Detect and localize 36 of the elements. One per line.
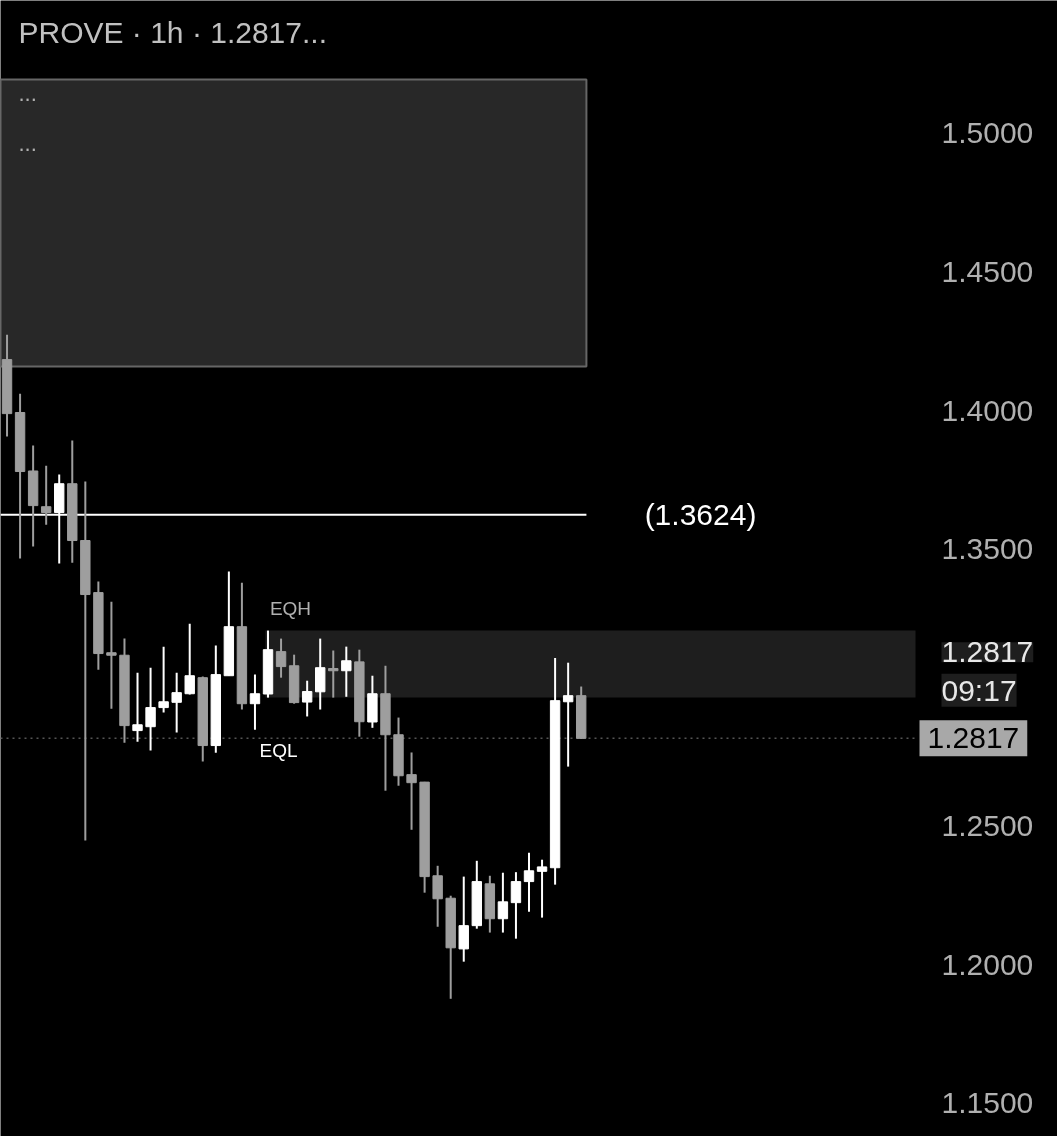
candlestick — [171, 671, 182, 734]
annotation: EQH — [269, 597, 312, 619]
candlestick — [275, 637, 287, 679]
candlestick — [562, 661, 574, 768]
y-tick-label: 1.4000 — [941, 393, 1034, 427]
candlestick — [458, 875, 469, 963]
candlestick — [158, 645, 169, 714]
candlestick — [132, 671, 143, 743]
annotation: 09:17 — [941, 673, 1017, 707]
y-tick-label: 1.2000 — [941, 947, 1034, 981]
ref-line-label: (1.3624) — [644, 498, 757, 532]
y-tick-label: 1.5000 — [941, 116, 1034, 150]
candlestick — [523, 851, 535, 913]
candlestick — [106, 600, 117, 710]
candlestick — [301, 679, 313, 718]
annotation: ... — [18, 131, 37, 157]
y-tick-label: 1.2500 — [941, 809, 1034, 843]
ref-line-label: 1.2817 — [927, 721, 1020, 755]
candlestick — [406, 751, 417, 831]
candlestick — [536, 858, 548, 919]
candlestick — [432, 864, 443, 928]
text: PROVE · 1h · 1.2817... — [18, 15, 327, 49]
candlestick — [184, 622, 195, 696]
candlestick — [145, 666, 156, 752]
band-label: ... — [18, 81, 37, 107]
annotation: EQL — [259, 739, 298, 761]
candlestick — [510, 871, 522, 940]
candlestick — [249, 673, 261, 731]
y-tick-label: 1.4500 — [941, 255, 1034, 289]
candlestick — [328, 649, 339, 699]
y-tick-label: 1.3500 — [941, 532, 1034, 566]
candlestick — [40, 464, 52, 526]
annotation: 1.2817 — [941, 635, 1034, 669]
candlestick — [341, 645, 352, 698]
candlestick — [497, 871, 509, 934]
y-tick-label: 1.1500 — [941, 1086, 1034, 1120]
